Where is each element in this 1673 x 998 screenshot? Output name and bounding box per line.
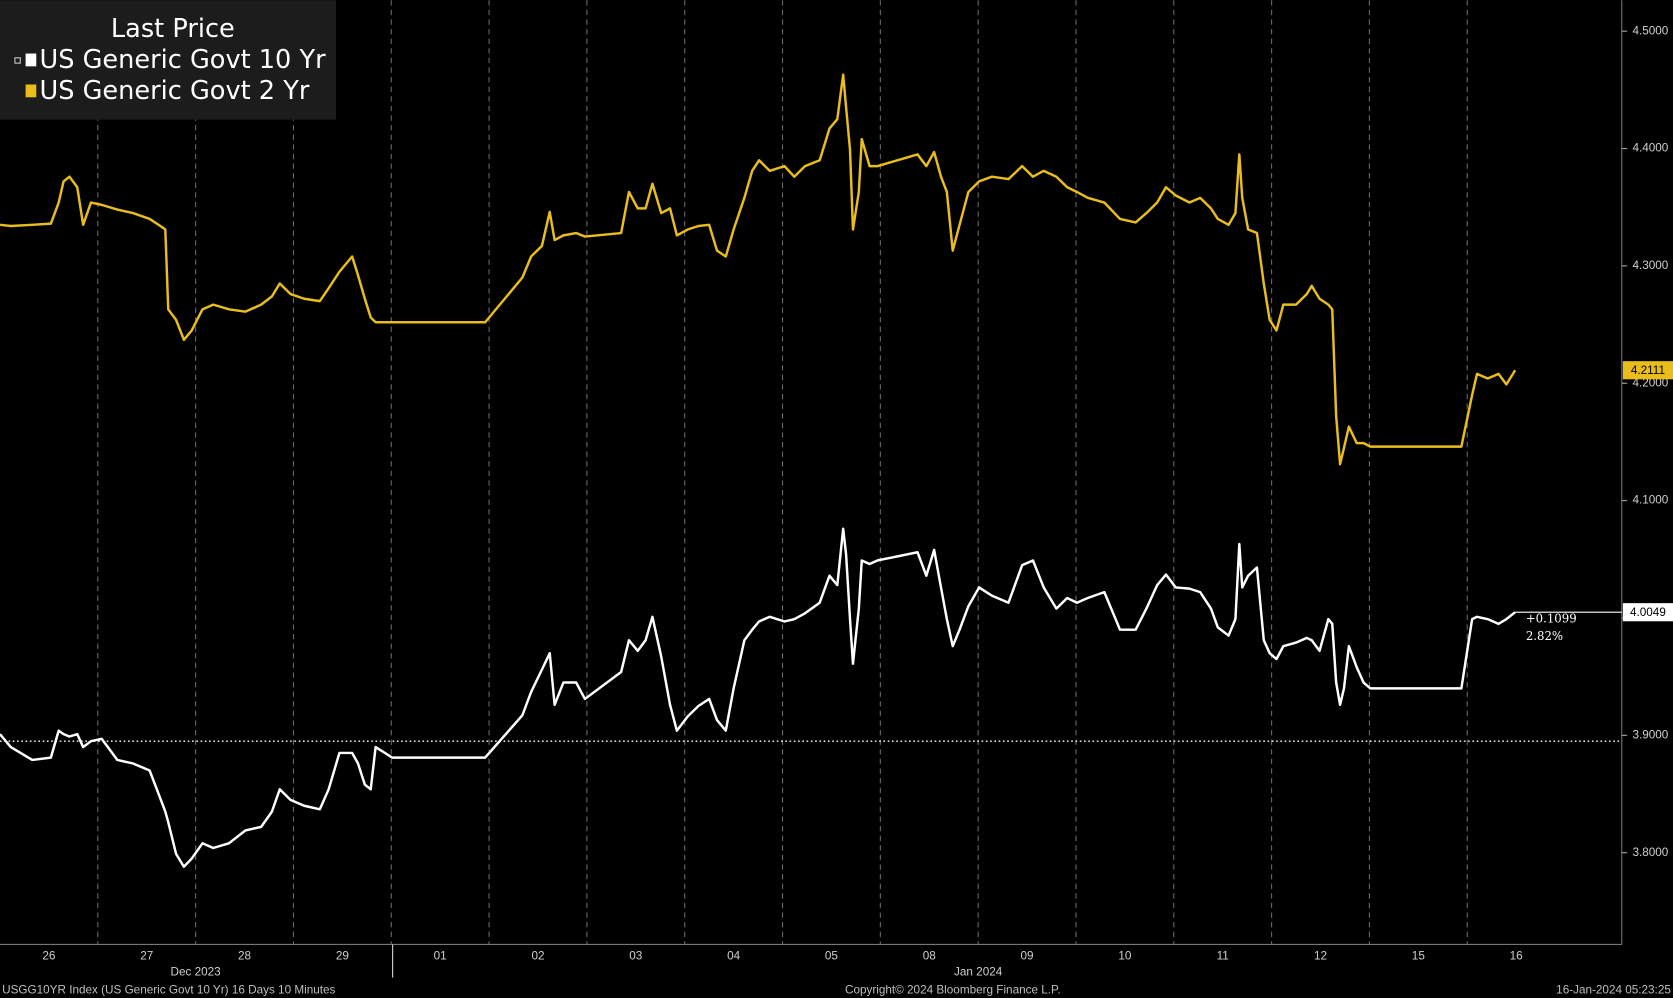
last-value-label: 4.2111 (1631, 364, 1665, 377)
legend-indicator (14, 57, 21, 64)
last-value-label: 4.0049 (1630, 606, 1666, 619)
x-tick-label: 16 (1510, 949, 1523, 962)
change-pct-label: 2.82% (1526, 629, 1563, 643)
line-layer (0, 73, 1517, 868)
series-line (0, 73, 1517, 466)
month-label: Jan 2024 (954, 965, 1003, 978)
last-value-box (1622, 603, 1673, 622)
x-tick-label: 12 (1314, 949, 1327, 962)
last-value-box (1622, 361, 1673, 380)
y-tick-label: 3.9000 (1632, 728, 1668, 741)
legend-label: US Generic Govt 2 Yr (39, 76, 309, 106)
month-label: Dec 2023 (171, 965, 221, 978)
legend-marker (25, 53, 37, 67)
x-tick-label: 02 (531, 949, 544, 962)
x-tick-label: 15 (1412, 949, 1426, 962)
legend-title: Last Price (111, 14, 235, 44)
x-tick-label: 29 (336, 949, 349, 962)
x-tick-label: 01 (434, 949, 447, 962)
series-line (0, 527, 1516, 868)
footer-left: USGG10YR Index (US Generic Govt 10 Yr) 1… (2, 983, 335, 996)
x-tick-label: 04 (727, 949, 741, 962)
y-tick-label: 3.8000 (1632, 846, 1668, 859)
x-tick-label: 09 (1021, 949, 1034, 962)
y-tick-label: 4.2000 (1632, 376, 1668, 389)
legend-label: US Generic Govt 10 Yr (39, 45, 326, 75)
legend: Last Price US Generic Govt 10 Yr US Gene… (0, 0, 337, 120)
x-tick-label: 10 (1118, 949, 1132, 962)
footer-center: Copyright© 2024 Bloomberg Finance L.P. (845, 983, 1061, 996)
x-tick-label: 05 (825, 949, 839, 962)
grid-layer (0, 0, 1622, 945)
legend-box (0, 0, 337, 120)
y-tick-label: 4.3000 (1632, 259, 1668, 272)
x-tick-label: 11 (1217, 949, 1229, 962)
y-tick-label: 4.4000 (1632, 142, 1668, 155)
x-tick-label: 08 (923, 949, 937, 962)
footer-right: 16-Jan-2024 05:23:25 (1556, 983, 1671, 996)
y-tick-label: 4.1000 (1632, 494, 1668, 507)
x-tick-label: 26 (42, 949, 55, 962)
x-tick-label: 28 (238, 949, 252, 962)
x-tick-label: 03 (629, 949, 642, 962)
legend-marker (25, 84, 37, 98)
axis-layer: 26 27 28 29 01 02 03 04 05 08 09 10 11 12 15 16 Dec 2023… (42, 24, 1673, 978)
x-tick-label: 27 (140, 949, 153, 962)
change-label: +0.1099 (1526, 612, 1577, 626)
y-tick-label: 4.5000 (1632, 24, 1668, 37)
